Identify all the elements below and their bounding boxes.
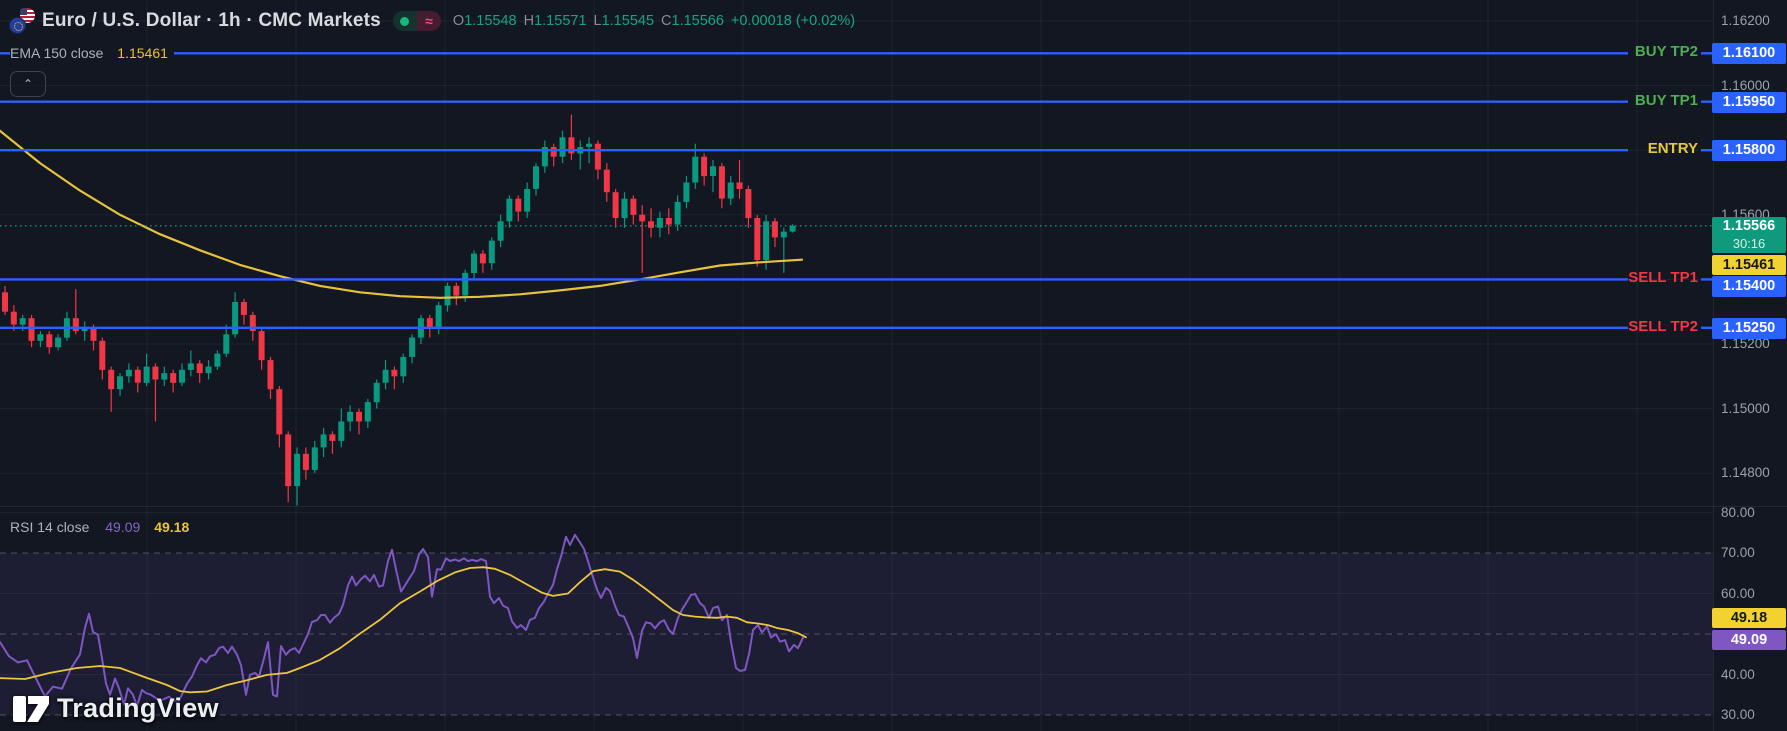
axis-price-box: 49.18	[1712, 607, 1786, 628]
rsi-value: 49.09	[105, 519, 141, 535]
high-label: H	[523, 13, 535, 29]
low-value: 1.15545	[601, 13, 655, 29]
change-value: +0.00018 (+0.02%)	[730, 13, 856, 29]
eu-us-flags-icon	[9, 8, 35, 34]
collapse-indicators-button[interactable]: ⌃	[10, 71, 46, 97]
market-status-pill[interactable]: ≈	[392, 11, 441, 31]
axis-tick-label: 60.00	[1721, 585, 1755, 601]
high-value: 1.15571	[534, 13, 587, 29]
ema-indicator-header[interactable]: EMA 150 close 1.15461	[10, 45, 174, 61]
level-label-buy-tp1[interactable]: BUY TP1	[1634, 91, 1698, 109]
level-label-sell-tp1[interactable]: SELL TP1	[1628, 269, 1698, 287]
axis-price-box: 1.15461	[1712, 254, 1786, 275]
axis-price-box: 1.15566 30:16	[1712, 217, 1786, 253]
axis-price-box: 49.09	[1712, 629, 1786, 650]
axis-tick-label: 40.00	[1721, 666, 1755, 682]
close-value: 1.15566	[671, 13, 724, 29]
chevron-up-icon: ⌃	[22, 77, 34, 91]
rsi-label: RSI 14 close	[10, 519, 90, 535]
axis-price-box: 1.15950	[1712, 91, 1786, 113]
tradingview-watermark[interactable]: TradingView	[13, 693, 219, 724]
rsi-ma-value: 49.18	[154, 519, 190, 535]
open-label: O	[452, 13, 465, 29]
low-label: L	[593, 13, 602, 29]
rsi-indicator-header[interactable]: RSI 14 close 49.09 49.18	[10, 519, 189, 535]
tradingview-logo-icon	[13, 695, 49, 722]
level-label-sell-tp2[interactable]: SELL TP2	[1628, 317, 1698, 335]
axis-tick-label: 1.14800	[1721, 465, 1770, 481]
symbol-title[interactable]: Euro / U.S. Dollar · 1h · CMC Markets	[42, 10, 381, 31]
axis-tick-label: 1.15200	[1721, 336, 1770, 351]
axis-price-box: 1.15400	[1712, 276, 1786, 297]
open-value: 1.15548	[464, 13, 517, 29]
close-label: C	[661, 13, 672, 29]
axis-tick-label: 1.15000	[1721, 400, 1770, 416]
axis-price-box: 1.15250	[1712, 317, 1786, 339]
green-dot-icon[interactable]	[392, 11, 417, 31]
symbol-header: Euro / U.S. Dollar · 1h · CMC Markets ≈ …	[9, 8, 855, 34]
tradingview-logo-text: TradingView	[57, 693, 219, 723]
ohlc-readout: O1.15548 H1.15571 L1.15545 C1.15566 +0.00018…	[453, 13, 855, 29]
ema-value: 1.15461	[117, 45, 168, 61]
axis-tick-label: 80.00	[1721, 504, 1755, 520]
approx-icon[interactable]: ≈	[416, 11, 441, 31]
axis-tick-label: 1.16200	[1721, 13, 1770, 28]
axis-price-box: 1.15800	[1712, 140, 1786, 161]
axis-tick-label: 70.00	[1721, 545, 1755, 560]
level-label-entry[interactable]: ENTRY	[1647, 140, 1698, 158]
axis-tick-label: 1.16000	[1721, 77, 1770, 93]
axis-price-box: 1.16100	[1712, 43, 1786, 64]
countdown-timer: 30:16	[1732, 236, 1766, 251]
axis-tick-label: 30.00	[1721, 706, 1755, 722]
level-label-buy-tp2[interactable]: BUY TP2	[1634, 43, 1698, 61]
ema-label: EMA 150 close	[10, 45, 104, 61]
